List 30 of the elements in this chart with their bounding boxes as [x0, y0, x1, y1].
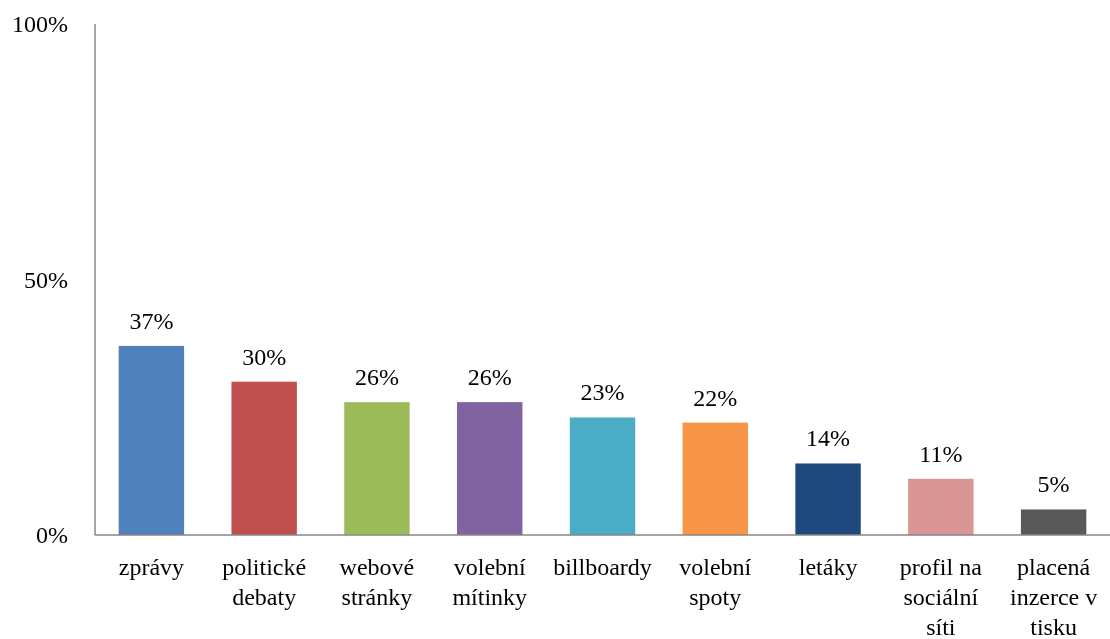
x-tick-label: volební spoty	[679, 554, 752, 610]
bar	[344, 402, 410, 535]
data-label: 26%	[354, 364, 399, 391]
data-label: 14%	[806, 425, 851, 452]
x-tick-label: placená inzerce v tisku	[1009, 554, 1098, 639]
bar	[795, 463, 861, 535]
y-tick-label: 100%	[12, 11, 68, 38]
bar	[682, 422, 748, 535]
x-tick-label: volební mítinky	[452, 554, 528, 610]
x-tick-label: webové stránky	[339, 554, 415, 610]
data-label: 30%	[242, 343, 287, 370]
y-tick-label: 0%	[36, 522, 68, 549]
x-tick-label: politické debaty	[222, 554, 307, 610]
x-tick-label: letáky	[798, 554, 858, 580]
x-tick-label: profil na sociální síti	[899, 554, 983, 639]
bar	[569, 417, 636, 535]
bar	[457, 402, 523, 535]
x-tick-label: billboardy	[553, 554, 652, 580]
data-label: 37%	[129, 307, 174, 334]
bar	[231, 381, 297, 535]
data-label: 23%	[580, 379, 625, 406]
data-label: 26%	[467, 364, 512, 391]
bar	[908, 478, 974, 535]
bar	[1020, 509, 1087, 535]
y-tick-label: 50%	[24, 266, 68, 293]
data-label: 22%	[693, 384, 738, 411]
bar	[118, 345, 185, 535]
data-label: 5%	[1037, 471, 1070, 498]
data-label: 11%	[919, 440, 963, 467]
x-tick-label: zprávy	[118, 554, 185, 580]
